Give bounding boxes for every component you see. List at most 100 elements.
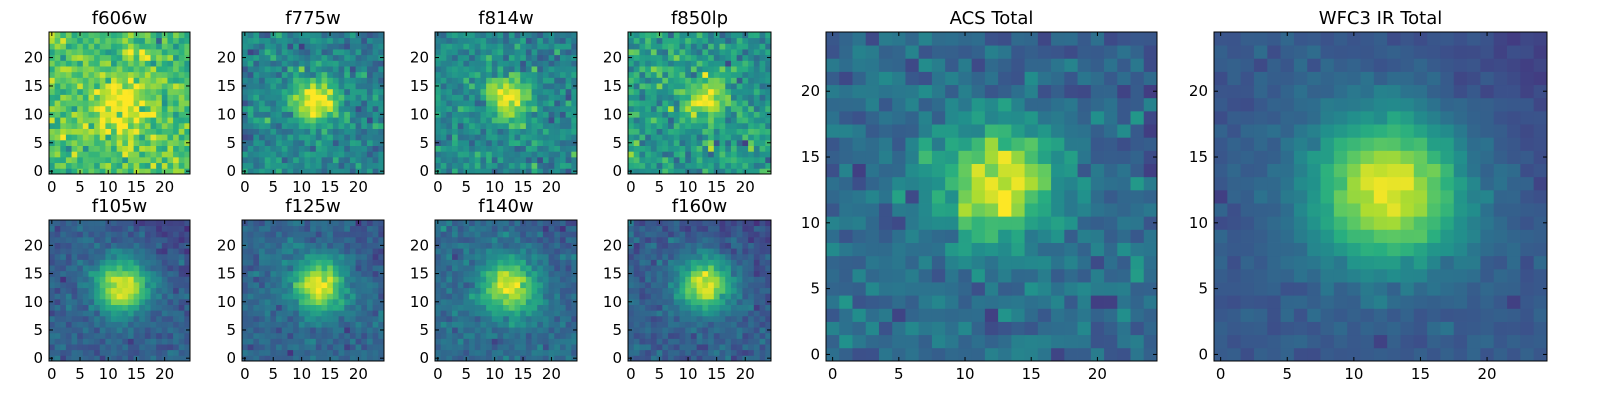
heatmap-cell (167, 327, 174, 334)
heatmap-cell (293, 32, 300, 39)
heatmap-cell (474, 225, 481, 232)
heatmap-cell (685, 304, 692, 311)
heatmap-cell (287, 298, 294, 305)
heatmap-cell (690, 43, 698, 50)
heatmap-cell (759, 298, 766, 305)
heatmap-cell (633, 145, 640, 152)
heatmap-cell (446, 265, 453, 272)
heatmap-cell (247, 162, 254, 169)
heatmap-cell (719, 276, 726, 283)
heatmap-cell (276, 168, 283, 175)
heatmap-cell (508, 32, 515, 39)
heatmap-cell (696, 94, 703, 101)
heatmap-cell (315, 338, 322, 345)
heatmap-cell (247, 304, 254, 311)
heatmap-cell (656, 304, 663, 311)
heatmap-cell (366, 122, 374, 129)
heatmap-cell (133, 77, 140, 84)
heatmap-cell (662, 43, 669, 50)
y-tick-label: 15 (217, 265, 236, 283)
heatmap-cell (531, 60, 538, 67)
heatmap-cell (673, 304, 680, 311)
heatmap-cell (116, 248, 123, 255)
heatmap-cell (150, 259, 157, 266)
heatmap-cell (702, 287, 709, 294)
heatmap-cell (349, 225, 356, 232)
heatmap-cell (88, 276, 95, 283)
heatmap-cell (645, 310, 652, 317)
heatmap-cell (696, 355, 703, 362)
heatmap-cell (304, 344, 311, 351)
heatmap-cell (122, 83, 129, 90)
heatmap-cell (554, 94, 561, 101)
heatmap-cell (122, 315, 129, 322)
heatmap-cell (270, 145, 277, 152)
heatmap-cell (247, 145, 254, 152)
heatmap-cell (742, 344, 749, 351)
heatmap-cell (525, 259, 532, 266)
heatmap-cell (242, 344, 249, 351)
heatmap-cell (713, 282, 720, 289)
heatmap-cell (71, 71, 78, 78)
heatmap-cell (571, 122, 578, 129)
heatmap-cell (133, 287, 140, 294)
heatmap-cell (349, 156, 356, 164)
heatmap-cell (571, 231, 578, 238)
heatmap-cell (656, 60, 663, 67)
heatmap-cell (673, 43, 680, 50)
heatmap-cell (673, 151, 680, 158)
heatmap-cell (54, 282, 61, 289)
heatmap-cell (742, 60, 749, 67)
heatmap-cell (366, 270, 374, 277)
heatmap-cell (742, 338, 749, 345)
heatmap-cell (122, 145, 129, 152)
heatmap-cell (60, 321, 67, 328)
heatmap-cell (259, 270, 266, 277)
heatmap-cell (315, 304, 322, 311)
heatmap-cell (54, 355, 61, 362)
heatmap-cell (133, 134, 140, 141)
heatmap-cell (650, 122, 657, 129)
heatmap-cell (673, 327, 680, 334)
heatmap-cell (696, 83, 703, 90)
heatmap-cell (361, 168, 368, 175)
heatmap-cell (276, 220, 283, 227)
heatmap-cell (355, 134, 362, 141)
heatmap-cell (685, 298, 692, 305)
heatmap-cell (702, 162, 709, 169)
heatmap-cell (178, 236, 185, 243)
heatmap-cell (88, 327, 95, 334)
heatmap-cell (713, 276, 720, 283)
heatmap-cell (161, 327, 168, 334)
heatmap-cell (736, 293, 743, 300)
heatmap-cell (554, 162, 561, 169)
heatmap-cell (446, 327, 453, 334)
heatmap-cell (435, 94, 442, 101)
heatmap-cell (531, 315, 538, 322)
heatmap-cell (497, 332, 504, 339)
heatmap-cell (298, 298, 305, 305)
heatmap-cell (332, 134, 339, 141)
heatmap-cell (503, 43, 510, 50)
heatmap-cell (88, 338, 95, 345)
heatmap-cell (554, 145, 561, 152)
heatmap-cell (65, 259, 72, 266)
heatmap-cell (469, 77, 476, 84)
heatmap-cell (156, 321, 163, 328)
heatmap-cell (161, 60, 168, 67)
heatmap-cell (474, 276, 481, 283)
heatmap-cell (99, 225, 106, 232)
heatmap-cell (645, 49, 652, 56)
heatmap-cell (167, 37, 174, 44)
heatmap-cell (639, 128, 646, 135)
heatmap-cell (565, 122, 572, 129)
heatmap-cell (178, 265, 185, 272)
heatmap-cell (242, 128, 249, 135)
heatmap-cell (94, 231, 101, 238)
heatmap-cell (559, 49, 567, 56)
heatmap-cell (457, 111, 464, 118)
heatmap-cell (696, 156, 703, 164)
heatmap-cell (54, 248, 61, 255)
heatmap-cell (77, 231, 84, 238)
panel-frame (434, 219, 578, 362)
